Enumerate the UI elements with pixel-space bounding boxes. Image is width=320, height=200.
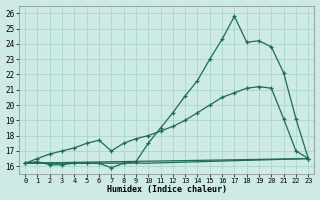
X-axis label: Humidex (Indice chaleur): Humidex (Indice chaleur) xyxy=(107,185,227,194)
